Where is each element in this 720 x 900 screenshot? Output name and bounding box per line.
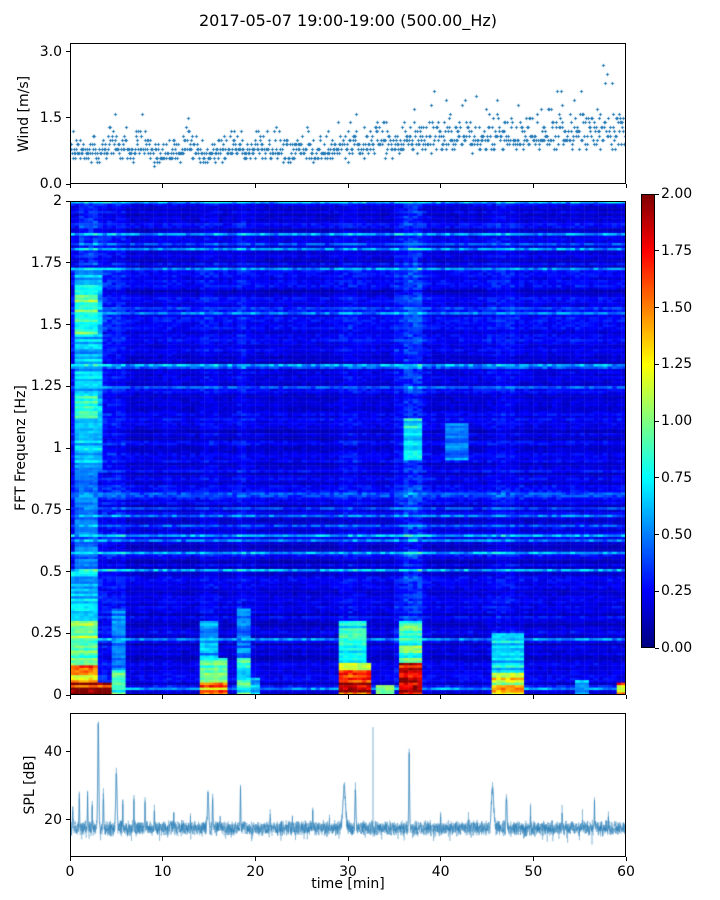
colorbar-tick-mark	[655, 420, 659, 422]
y-tick-label: 2	[53, 193, 62, 209]
y-tick-mark	[66, 571, 70, 572]
y-tick-mark	[66, 694, 70, 696]
y-tick-label: 1.75	[30, 254, 62, 271]
colorbar-tick-label: 0.00	[661, 640, 693, 656]
y-tick-label: 1.5	[39, 109, 62, 126]
figure-title: 2017-05-07 19:00-19:00 (500.00_Hz)	[198, 11, 498, 30]
y-tick-mark	[66, 183, 70, 185]
x-tick-mark	[347, 695, 349, 699]
y-tick-label: 0	[53, 687, 62, 703]
x-tick-label: 10	[153, 864, 172, 880]
y-tick-mark	[66, 751, 70, 753]
x-tick-mark	[440, 695, 442, 699]
colorbar-tick-label: 0.25	[661, 583, 693, 600]
x-tick-label: 30	[339, 864, 357, 880]
y-tick-label: 1	[53, 440, 62, 456]
x-tick-label: 50	[524, 864, 543, 880]
x-tick-mark	[162, 184, 164, 188]
y-tick-label: 0.5	[39, 563, 62, 580]
x-tick-label: 0	[65, 864, 75, 880]
y-tick-mark	[66, 447, 70, 449]
y-tick-mark	[66, 262, 70, 264]
y-tick-mark	[66, 509, 70, 511]
x-tick-mark	[532, 184, 534, 188]
time-xlabel: time [min]	[311, 876, 385, 892]
colorbar-tick-mark	[655, 363, 659, 365]
x-tick-mark	[347, 184, 349, 188]
y-tick-label: 40	[44, 743, 62, 760]
x-tick-mark	[440, 857, 442, 861]
colorbar-tick-label: 2.00	[661, 186, 693, 202]
y-tick-label: 0.0	[39, 176, 62, 192]
y-tick-label: 0.75	[30, 501, 62, 518]
wind-scatter-canvas	[70, 43, 626, 184]
x-tick-mark	[625, 184, 627, 188]
x-tick-mark	[69, 857, 71, 861]
colorbar	[641, 194, 655, 648]
y-tick-mark	[66, 117, 70, 119]
x-tick-label: 20	[246, 864, 265, 880]
x-tick-mark	[254, 857, 256, 861]
y-tick-label: 20	[44, 811, 62, 828]
x-tick-mark	[347, 857, 349, 861]
colorbar-tick-mark	[655, 590, 659, 592]
colorbar-tick-label: 1.00	[661, 413, 693, 429]
x-tick-mark	[532, 695, 534, 699]
x-tick-mark	[162, 695, 164, 699]
colorbar-tick-label: 1.50	[661, 299, 693, 316]
x-tick-mark	[69, 695, 71, 699]
y-tick-label: 1.5	[39, 316, 62, 333]
colorbar-tick-mark	[655, 250, 659, 252]
y-tick-mark	[66, 385, 70, 387]
y-tick-label: 3.0	[39, 43, 62, 60]
colorbar-tick-mark	[655, 647, 659, 649]
x-tick-mark	[625, 857, 627, 861]
y-tick-label: 0.25	[30, 625, 62, 642]
y-tick-mark	[66, 324, 70, 325]
colorbar-tick-label: 1.25	[661, 356, 693, 373]
colorbar-tick-label: 0.75	[661, 469, 693, 486]
spectrogram-canvas	[70, 201, 626, 695]
spl-ylabel: SPL [dB]	[22, 755, 38, 815]
y-tick-mark	[66, 632, 70, 634]
x-tick-mark	[69, 184, 71, 188]
colorbar-tick-label: 0.50	[661, 526, 693, 543]
colorbar-tick-mark	[655, 307, 659, 308]
y-tick-mark	[66, 200, 70, 202]
x-tick-label: 40	[431, 864, 450, 880]
y-tick-mark	[66, 51, 70, 53]
spl-line-canvas	[70, 713, 626, 857]
colorbar-tick-mark	[655, 534, 659, 535]
y-tick-mark	[66, 819, 70, 821]
x-tick-mark	[440, 184, 442, 188]
x-tick-mark	[625, 695, 627, 699]
x-tick-mark	[254, 695, 256, 699]
colorbar-tick-mark	[655, 193, 659, 195]
colorbar-tick-mark	[655, 477, 659, 479]
colorbar-tick-label: 1.75	[661, 242, 693, 259]
x-tick-mark	[532, 857, 534, 861]
x-tick-mark	[254, 184, 256, 188]
x-tick-mark	[162, 857, 164, 861]
x-tick-label: 60	[617, 864, 635, 880]
y-tick-label: 1.25	[30, 378, 62, 395]
